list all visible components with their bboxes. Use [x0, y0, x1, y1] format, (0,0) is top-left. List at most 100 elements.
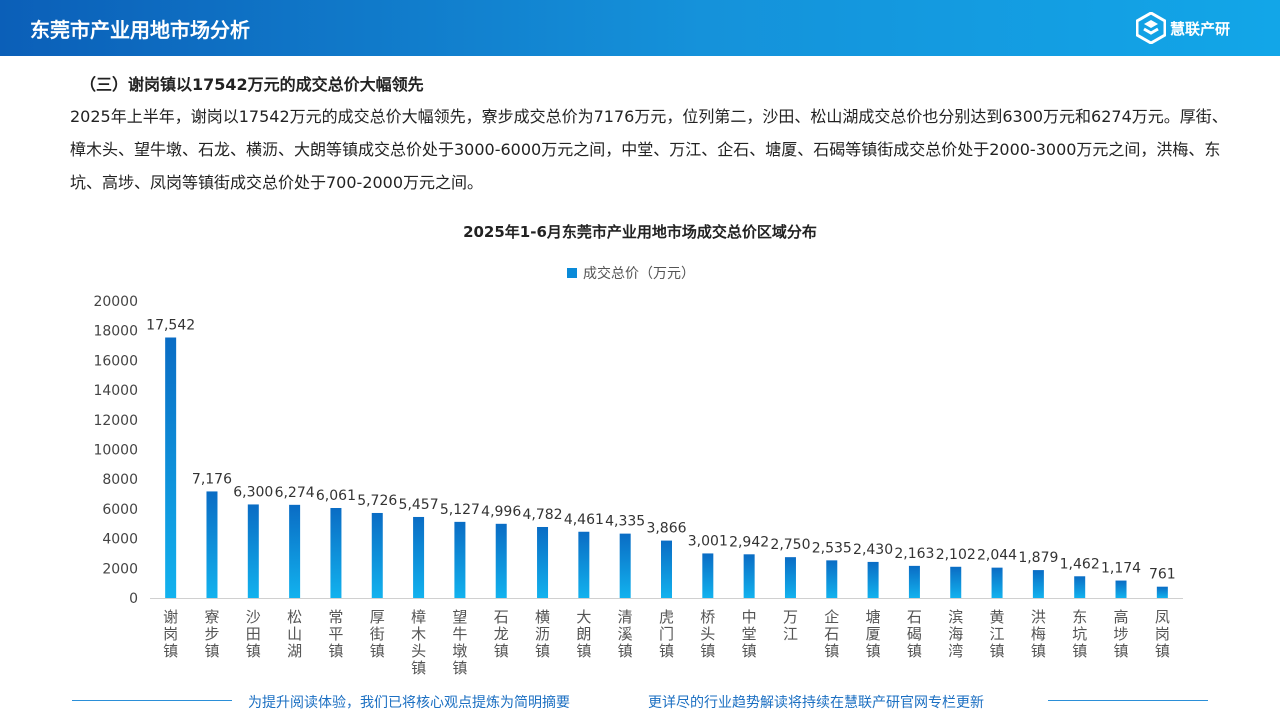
bar [454, 521, 466, 598]
bar [413, 516, 425, 598]
y-tick-label: 18000 [93, 324, 138, 340]
data-label: 2,430 [853, 542, 893, 558]
bar [371, 512, 383, 598]
bar [1074, 576, 1086, 598]
summary-paragraph: 2025年上半年，谢岗以17542万元的成交总价大幅领先，寮步成交总价为7176… [70, 107, 1228, 192]
y-tick-label: 20000 [93, 294, 138, 310]
data-label: 4,335 [605, 514, 645, 530]
page-title: 东莞市产业用地市场分析 [30, 18, 250, 42]
x-tick-label: 万江 [783, 608, 798, 643]
data-label: 1,879 [1018, 550, 1058, 566]
y-tick-label: 16000 [93, 353, 138, 369]
x-tick-label: 石碣镇 [907, 608, 922, 660]
header-bar: 东莞市产业用地市场分析 慧联产研 [0, 0, 1280, 56]
bar [330, 507, 342, 598]
y-tick-label: 6000 [102, 502, 138, 518]
x-tick-label: 黄江镇 [990, 608, 1005, 660]
x-tick-label: 中堂镇 [742, 608, 757, 660]
logo-cube-icon [1136, 12, 1166, 44]
bar [165, 337, 177, 598]
data-label: 3,866 [646, 521, 686, 537]
legend-swatch [567, 268, 577, 278]
bar [1032, 570, 1044, 598]
data-label: 7,176 [192, 471, 232, 487]
x-tick-label: 寮步镇 [204, 608, 219, 660]
data-label: 4,782 [522, 507, 562, 523]
x-tick-label: 桥头镇 [700, 608, 715, 660]
x-tick-label: 谢岗镇 [163, 608, 178, 660]
data-label: 6,061 [316, 488, 356, 504]
data-label: 6,300 [233, 484, 273, 500]
logo-text: 慧联产研 [1170, 19, 1231, 38]
x-tick-label: 沙田镇 [246, 608, 261, 660]
data-label: 4,461 [564, 512, 604, 528]
y-tick-label: 12000 [93, 413, 138, 429]
bar [661, 540, 672, 598]
data-label: 2,102 [936, 547, 976, 563]
bar [826, 560, 838, 598]
bar [206, 491, 218, 598]
logo: 慧联产研 [1136, 12, 1230, 44]
x-tick-label: 石龙镇 [494, 608, 509, 660]
x-tick-label: 洪梅镇 [1031, 608, 1046, 660]
x-tick-label: 常平镇 [328, 608, 343, 660]
bar [1156, 586, 1168, 598]
y-tick-label: 2000 [102, 561, 138, 577]
x-tick-label: 松山湖 [287, 608, 302, 660]
bar [702, 553, 714, 598]
x-tick-label: 望牛墩镇 [452, 608, 467, 677]
bar [247, 504, 259, 598]
footer-text-right: 更详尽的行业趋势解读将持续在慧联产研官网专栏更新 [648, 695, 984, 711]
data-label: 2,535 [812, 540, 852, 556]
bar [578, 531, 590, 598]
data-label: 1,462 [1060, 556, 1100, 572]
bar [537, 526, 549, 598]
legend-label: 成交总价（万元） [583, 266, 695, 282]
bar [908, 565, 920, 598]
bar [950, 566, 962, 598]
x-tick-label: 虎门镇 [659, 608, 674, 660]
data-label: 5,726 [357, 493, 397, 509]
bar [991, 567, 1003, 598]
x-tick-label: 横沥镇 [535, 608, 550, 660]
section-title: （三）谢岗镇以17542万元的成交总价大幅领先 [80, 75, 424, 94]
chart-legend: 成交总价（万元） [567, 263, 695, 283]
data-label: 761 [1149, 567, 1176, 583]
x-tick-label: 滨海湾 [948, 608, 963, 660]
data-label: 4,996 [481, 504, 521, 520]
data-label: 17,542 [146, 318, 195, 334]
x-tick-label: 清溪镇 [618, 608, 633, 660]
y-tick-label: 4000 [102, 532, 138, 548]
x-tick-label: 塘厦镇 [866, 608, 881, 660]
y-tick-label: 14000 [93, 383, 138, 399]
x-tick-label: 凤岗镇 [1155, 608, 1170, 660]
bar [495, 523, 507, 598]
data-label: 1,174 [1101, 561, 1141, 577]
y-tick-label: 10000 [93, 443, 138, 459]
data-label: 5,457 [399, 497, 439, 513]
data-label: 2,942 [729, 534, 769, 550]
footer-text-left: 为提升阅读体验，我们已将核心观点提炼为简明摘要 [248, 695, 570, 711]
x-tick-label: 大朗镇 [576, 608, 591, 660]
y-tick-label: 0 [129, 591, 138, 607]
bar [743, 554, 755, 598]
data-label: 2,044 [977, 548, 1017, 564]
data-label: 5,127 [440, 502, 480, 518]
bar [619, 533, 631, 598]
footer-line-left [72, 700, 232, 701]
x-tick-label: 高埗镇 [1114, 608, 1129, 660]
bar [1115, 580, 1127, 598]
data-label: 6,274 [275, 485, 315, 501]
x-tick-label: 樟木头镇 [411, 608, 426, 677]
data-label: 2,163 [894, 546, 934, 562]
x-tick-label: 企石镇 [824, 608, 839, 660]
y-tick-label: 8000 [102, 472, 138, 488]
footer-line-right [1048, 700, 1208, 701]
x-tick-label: 东坑镇 [1072, 608, 1087, 660]
x-tick-label: 厚街镇 [370, 608, 385, 660]
chart-title: 2025年1-6月东莞市产业用地市场成交总价区域分布 [463, 223, 817, 241]
bar [289, 504, 301, 598]
bar-chart: 0 2000 4000 6000 8000 10000 12000 14000 16000 180… [93, 294, 1183, 677]
data-label: 3,001 [688, 533, 728, 549]
bar [867, 561, 879, 598]
